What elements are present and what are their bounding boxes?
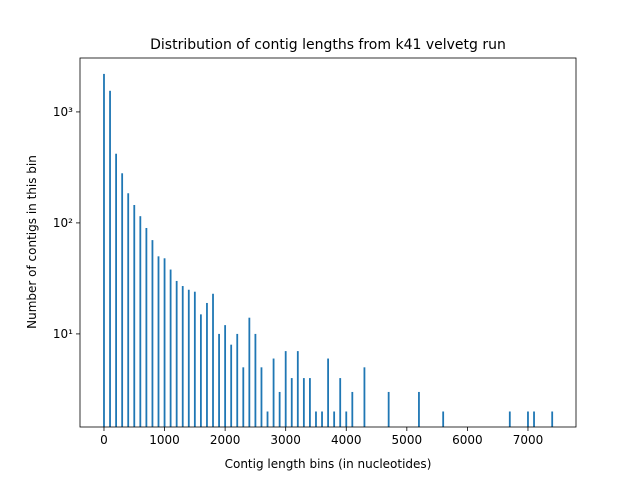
- bar: [254, 333, 257, 427]
- bar: [206, 302, 208, 427]
- bar: [327, 358, 329, 427]
- bar: [109, 90, 111, 428]
- bar: [351, 391, 354, 427]
- plot-frame: [79, 57, 577, 428]
- bar: [272, 358, 275, 427]
- x-tick-label: 5000: [392, 433, 423, 447]
- bar: [533, 411, 535, 427]
- bar: [157, 256, 160, 427]
- bar: [193, 291, 196, 427]
- x-tick-label: 3000: [270, 433, 301, 447]
- bar: [345, 411, 348, 427]
- bar: [418, 391, 420, 427]
- y-tick-label: 10¹: [53, 327, 73, 341]
- bar: [248, 317, 251, 427]
- bar: [442, 411, 445, 427]
- bar: [145, 227, 148, 427]
- bar: [199, 314, 202, 427]
- y-axis-label: Number of contigs in this bin: [25, 155, 39, 329]
- bar: [218, 333, 220, 427]
- bar: [121, 173, 124, 427]
- bar: [230, 344, 233, 427]
- bar: [236, 333, 239, 427]
- bar: [321, 411, 323, 427]
- bar: [187, 289, 190, 427]
- x-tick-label: 6000: [452, 433, 483, 447]
- bar: [551, 411, 554, 427]
- x-tick-label: 4000: [331, 433, 362, 447]
- bar: [266, 411, 269, 427]
- bar: [527, 411, 529, 427]
- bar: [508, 411, 511, 427]
- bar: [115, 153, 117, 427]
- bar: [290, 378, 293, 427]
- bar: [127, 193, 130, 427]
- x-tick-label: 0: [100, 433, 108, 447]
- bar: [242, 367, 245, 427]
- bar: [302, 378, 305, 427]
- bar: [103, 73, 105, 428]
- bar: [387, 391, 390, 427]
- x-axis-label: Contig length bins (in nucleotides): [225, 457, 432, 471]
- y-tick-label: 10³: [53, 105, 73, 119]
- bar: [163, 258, 166, 427]
- chart-title: Distribution of contig lengths from k41 …: [150, 37, 506, 53]
- bar: [278, 391, 281, 427]
- bar: [333, 411, 336, 427]
- bar: [212, 293, 214, 427]
- bar: [151, 240, 154, 427]
- plot: [103, 73, 554, 428]
- x-tick-label: 2000: [210, 433, 241, 447]
- bar: [363, 367, 366, 427]
- bar: [169, 269, 172, 427]
- bar: [175, 280, 178, 427]
- bar: [260, 367, 263, 427]
- x-tick-label: 1000: [149, 433, 180, 447]
- bar: [339, 378, 342, 427]
- bar: [133, 205, 136, 427]
- bar: [296, 351, 299, 427]
- bar: [284, 351, 287, 427]
- bar: [309, 378, 311, 427]
- y-tick-label: 10²: [53, 216, 73, 230]
- bar: [139, 216, 142, 427]
- x-tick-label: 7000: [513, 433, 544, 447]
- bar: [181, 286, 184, 427]
- bar: [315, 411, 317, 427]
- bar: [224, 325, 227, 427]
